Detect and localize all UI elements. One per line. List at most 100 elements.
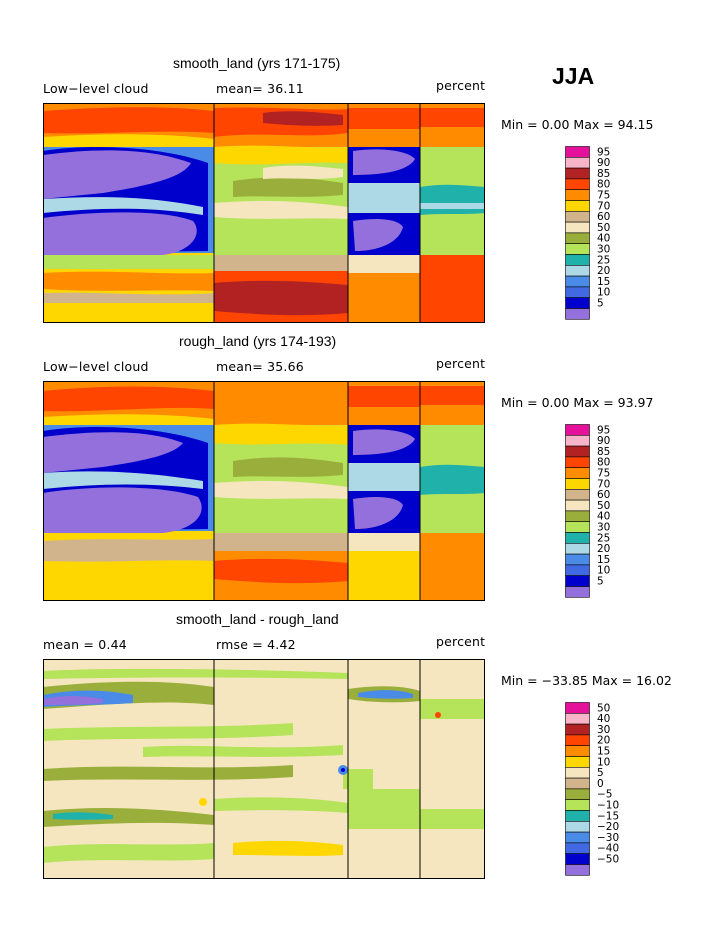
colorbar-tick-label: 95 [597,424,610,436]
colorbar-tick-label: 10 [597,756,610,768]
colorbar-tick-label: 70 [597,200,610,212]
colorbar-tick-label: 95 [597,146,610,158]
colorbar-swatch [565,467,590,479]
colorbar-swatch [565,456,590,469]
colorbar-tick-label: −20 [597,821,619,833]
colorbar-swatch [565,723,590,736]
colorbar-swatch [565,543,590,555]
colorbar-tick-label: 15 [597,554,610,566]
colorbar-tick-label: 60 [597,211,610,223]
panel-2-units-label: percent [436,356,486,371]
colorbar-swatch [565,821,590,833]
colorbar-tick-label: 80 [597,179,610,191]
colorbar-tick-label: 20 [597,543,610,555]
colorbar-swatch [565,232,590,245]
colorbar-swatch [565,799,590,811]
colorbar-tick-label: −15 [597,810,619,822]
colorbar-swatch [565,297,590,309]
colorbar-tick-label: 30 [597,522,610,534]
colorbar-tick-label: 10 [597,565,610,577]
colorbar-tick-label: 50 [597,222,610,234]
panel-3-map [43,659,485,879]
colorbar-swatch [565,146,590,158]
colorbar-swatch [565,243,590,255]
colorbar-tick-label: 90 [597,157,610,169]
panel-1-title: smooth_land (yrs 171-175) [173,55,341,71]
colorbar-tick-label: −5 [597,789,612,801]
colorbar-tick-label: 90 [597,435,610,447]
colorbar-swatch [565,521,590,533]
colorbar-swatch [565,810,590,822]
panel-1-colorbar: 95 90 85 80 75 70 60 50 40 30 25 20 15 10 5 [565,146,625,329]
colorbar-swatch [565,510,590,523]
panel-2-mean-label: mean= 35.66 [216,359,304,374]
colorbar-tick-label: 50 [597,702,610,714]
colorbar-tick-label: 25 [597,254,610,266]
colorbar-tick-label: 75 [597,468,610,480]
panel-2-title: rough_land (yrs 174-193) [179,333,337,349]
colorbar-swatch [565,777,590,790]
panel-2-variable-label: Low−level cloud [43,359,149,374]
panel-1-minmax: Min = 0.00 Max = 94.15 [501,117,654,132]
panel-3-mean-label: mean = 0.44 [43,637,127,652]
colorbar-swatch [565,435,590,447]
panel-2-colorbar: 95 90 85 80 75 70 60 50 40 30 25 20 15 10 5 [565,424,625,607]
colorbar-tick-label: 80 [597,457,610,469]
colorbar-swatch [565,586,590,598]
colorbar-tick-label: 30 [597,244,610,256]
colorbar-swatch [565,424,590,436]
colorbar-swatch [565,842,590,854]
colorbar-tick-label: 40 [597,233,610,245]
colorbar-tick-label: 60 [597,489,610,501]
colorbar-swatch [565,308,590,320]
panel-2-minmax: Min = 0.00 Max = 93.97 [501,395,654,410]
season-label: JJA [552,63,595,89]
colorbar-swatch [565,713,590,725]
panel-3-rmse-label: rmse = 4.42 [216,637,296,652]
colorbar-tick-label: 5 [597,298,604,310]
colorbar-tick-label: −40 [597,843,619,855]
colorbar-swatch [565,265,590,277]
colorbar-tick-label: 85 [597,168,610,180]
colorbar-tick-label: 50 [597,500,610,512]
colorbar-swatch [565,831,590,844]
colorbar-tick-label: 70 [597,478,610,490]
colorbar-tick-label: −10 [597,800,619,812]
colorbar-tick-label: 5 [597,767,604,779]
colorbar-tick-label: 15 [597,276,610,288]
colorbar-swatch [565,767,590,779]
colorbar-tick-label: 0 [597,778,604,790]
colorbar-tick-label: −50 [597,854,619,866]
colorbar-swatch [565,286,590,298]
panel-2-map [43,381,485,601]
colorbar-swatch [565,275,590,288]
colorbar-swatch [565,178,590,191]
colorbar-swatch [565,189,590,201]
colorbar-tick-label: 15 [597,746,610,758]
colorbar-swatch [565,254,590,266]
colorbar-swatch [565,745,590,757]
panel-1-units-label: percent [436,78,486,93]
panel-3-colorbar: 50 40 30 20 15 10 5 0 −5 −10 −15 −20 −30 −40 −50 [565,702,625,885]
colorbar-swatch [565,702,590,714]
colorbar-swatch [565,532,590,544]
colorbar-swatch [565,575,590,587]
colorbar-swatch [565,788,590,801]
colorbar-swatch [565,211,590,223]
colorbar-swatch [565,157,590,169]
colorbar-tick-label: 5 [597,576,604,588]
colorbar-swatch [565,756,590,768]
colorbar-swatch [565,553,590,566]
colorbar-swatch [565,200,590,212]
colorbar-tick-label: 20 [597,735,610,747]
colorbar-swatch [565,734,590,747]
colorbar-tick-label: 25 [597,532,610,544]
panel-3-minmax: Min = −33.85 Max = 16.02 [501,673,672,688]
colorbar-tick-label: −30 [597,832,619,844]
colorbar-tick-label: 10 [597,287,610,299]
colorbar-swatch [565,489,590,501]
colorbar-swatch [565,564,590,576]
colorbar-swatch [565,167,590,180]
colorbar-swatch [565,445,590,458]
panel-1-variable-label: Low−level cloud [43,81,149,96]
